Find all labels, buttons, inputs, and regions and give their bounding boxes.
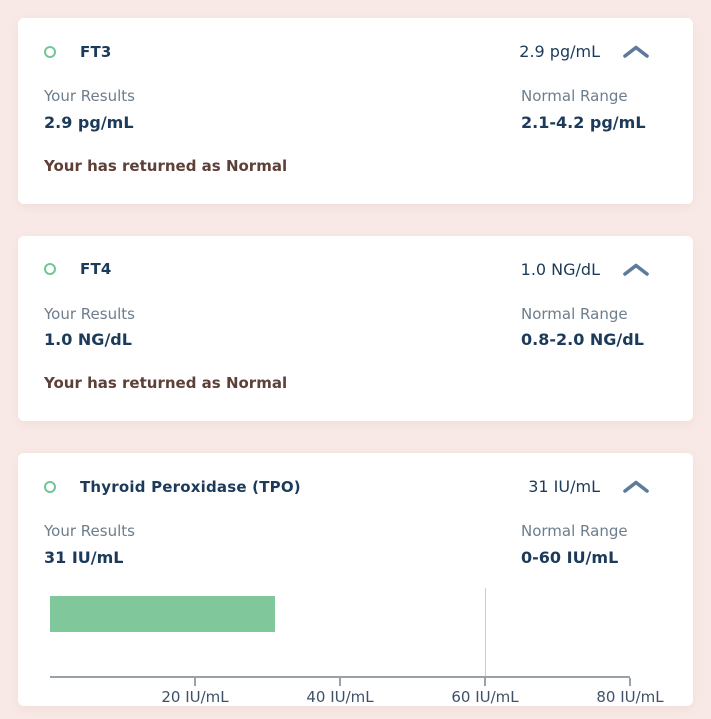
- card-header: FT3 2.9 pg/mL: [44, 42, 667, 61]
- collapse-chevron-icon[interactable]: [622, 480, 650, 493]
- x-axis: [50, 675, 630, 678]
- test-name: Thyroid Peroxidase (TPO): [80, 477, 301, 496]
- card-header-left: FT3: [44, 43, 112, 61]
- result-card-ft4: FT4 1.0 NG/dL Your Results Normal Range …: [18, 235, 693, 421]
- normal-range-marker-line: [485, 587, 486, 678]
- status-message: Your has returned as Normal: [44, 374, 288, 393]
- status-circle-icon: [44, 45, 56, 58]
- card-header: FT4 1.0 NG/dL: [44, 260, 667, 279]
- result-range-chart: 20 IU/mL 40 IU/mL 60 IU/mL 80 IU/mL: [50, 587, 664, 706]
- axis-tick-label: 40 IU/mL: [306, 687, 374, 706]
- card-header-right: 1.0 NG/dL: [521, 260, 650, 279]
- values-row: 1.0 NG/dL 0.8-2.0 NG/dL: [44, 330, 667, 350]
- status-circle-icon: [44, 263, 56, 275]
- axis-tick-label: 80 IU/mL: [596, 687, 664, 706]
- values-row: 2.9 pg/mL 2.1-4.2 pg/mL: [44, 113, 667, 133]
- axis-tick: [629, 677, 631, 686]
- normal-range-label: Normal Range: [521, 304, 628, 323]
- your-results-value: 2.9 pg/mL: [44, 112, 134, 132]
- labels-row: Your Results Normal Range: [44, 305, 667, 324]
- normal-range-label: Normal Range: [521, 522, 628, 540]
- axis-tick-label: 60 IU/mL: [451, 687, 519, 706]
- axis-tick-label: 20 IU/mL: [161, 687, 229, 706]
- result-summary-value: 31 IU/mL: [528, 477, 600, 496]
- status-circle-icon: [44, 480, 56, 493]
- normal-range-value: 0.8-2.0 NG/dL: [521, 330, 644, 350]
- card-header: Thyroid Peroxidase (TPO) 31 IU/mL: [44, 477, 667, 496]
- normal-range-label: Normal Range: [521, 87, 628, 105]
- result-card-ft3: FT3 2.9 pg/mL Your Results Normal Range …: [18, 18, 693, 204]
- card-header-right: 31 IU/mL: [528, 477, 650, 496]
- collapse-chevron-icon[interactable]: [622, 45, 650, 58]
- test-name: FT4: [80, 260, 112, 278]
- axis-tick: [484, 677, 486, 686]
- labels-row: Your Results Normal Range: [44, 87, 667, 106]
- result-card-tpo: Thyroid Peroxidase (TPO) 31 IU/mL Your R…: [18, 453, 693, 706]
- test-name: FT3: [80, 42, 112, 61]
- status-message: Your has returned as Normal: [44, 156, 288, 175]
- axis-tick: [194, 677, 196, 686]
- your-results-label: Your Results: [44, 87, 135, 105]
- your-results-label: Your Results: [44, 522, 135, 540]
- result-summary-value: 2.9 pg/mL: [519, 42, 600, 61]
- labels-row: Your Results Normal Range: [44, 522, 667, 541]
- card-header-left: FT4: [44, 260, 112, 278]
- axis-tick: [339, 677, 341, 686]
- normal-range-value: 0-60 IU/mL: [521, 547, 619, 567]
- result-summary-value: 1.0 NG/dL: [520, 259, 600, 279]
- your-results-label: Your Results: [44, 304, 135, 323]
- values-row: 31 IU/mL 0-60 IU/mL: [44, 548, 667, 568]
- your-results-value: 31 IU/mL: [44, 547, 124, 567]
- collapse-chevron-icon[interactable]: [622, 263, 650, 276]
- card-header-left: Thyroid Peroxidase (TPO): [44, 478, 301, 496]
- result-bar: [50, 595, 275, 632]
- normal-range-value: 2.1-4.2 pg/mL: [521, 112, 646, 132]
- card-header-right: 2.9 pg/mL: [519, 42, 650, 61]
- your-results-value: 1.0 NG/dL: [44, 330, 132, 350]
